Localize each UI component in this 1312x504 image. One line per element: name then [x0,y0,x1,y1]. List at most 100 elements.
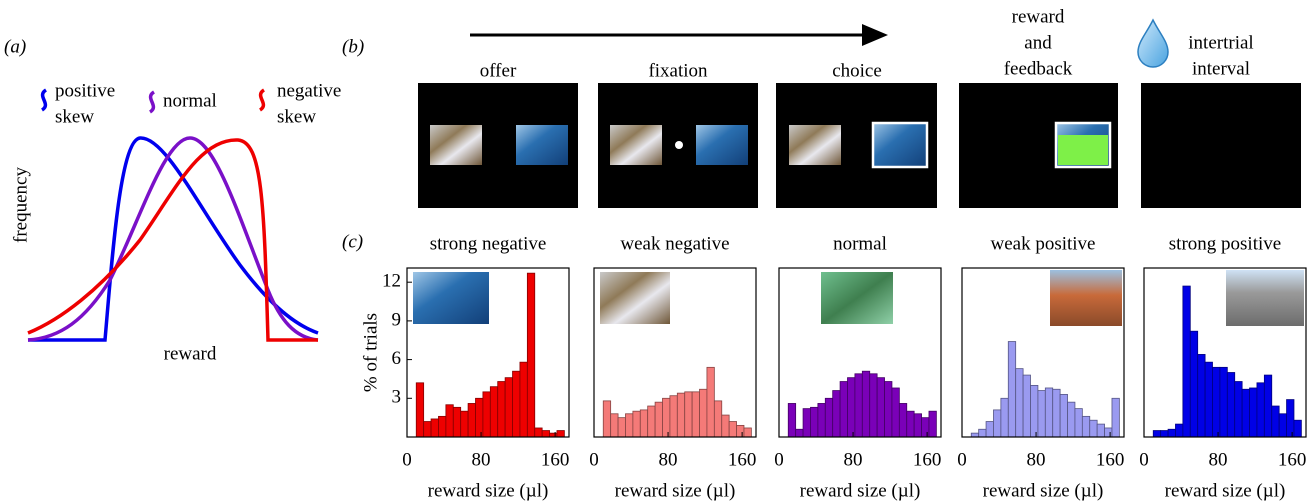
bar [1278,413,1287,438]
bar [654,401,663,438]
bar [1249,387,1258,438]
bar [854,373,863,438]
bar [1197,354,1206,438]
bar [699,388,708,438]
chart-title: strong negative [430,233,547,254]
legend-squiggle [258,88,266,112]
bar [1219,366,1228,438]
bar [1204,361,1213,438]
bar [1175,423,1184,438]
x-tick-label: 80 [844,449,863,470]
bar [610,413,619,438]
bar [423,421,432,438]
bar [847,377,856,438]
x-tick-label: 0 [1139,449,1149,470]
x-tick-label: 80 [1027,449,1046,470]
bar [467,403,476,438]
reward-bar [1058,135,1108,165]
image-chosen [871,121,929,169]
x-tick-label: 80 [1209,449,1228,470]
bar [1052,388,1061,438]
bar [1022,374,1031,438]
bar [832,390,841,438]
bar [1234,381,1243,438]
bar [985,421,994,438]
x-tick-label: 80 [659,449,678,470]
x-tick-label: 0 [402,449,412,470]
bar [504,377,513,438]
bar [802,408,811,438]
stimulus-image [1226,270,1304,326]
bar [556,430,565,438]
bar [534,427,543,438]
stimulus-image [413,272,489,324]
legend-label: skew [277,106,316,127]
bar [1189,330,1199,438]
chart-title: weak negative [620,233,729,254]
bar [1212,366,1221,438]
bar [1182,285,1191,438]
bar [787,403,797,438]
bar [1286,399,1295,438]
stage-label: choice [832,60,882,81]
x-axis-label: reward size (µl) [615,480,736,501]
x-axis-label: reward size (µl) [800,480,921,501]
bar [906,410,915,438]
fixation-point [675,141,683,149]
stimulus-image [600,272,670,324]
bar [1059,394,1068,438]
panel-label: (b) [342,36,364,57]
bar [817,403,826,438]
bar [617,417,626,438]
bar [839,381,848,438]
bar [1067,401,1076,438]
screen [1141,83,1301,208]
arrow-head [862,24,888,46]
chart-title: normal [833,233,887,254]
x-tick-label: 160 [728,449,757,470]
bar [519,361,528,438]
x-axis-label: reward [164,343,217,364]
bar [810,406,819,438]
stage-label: fixation [648,60,708,81]
plot-frame [778,267,942,438]
bar [1111,397,1120,438]
bar [430,418,439,438]
bar [1226,372,1236,438]
bar [438,415,447,438]
x-axis-label: reward size (µl) [1165,480,1286,501]
bar [728,421,737,438]
bar [415,382,425,438]
bar [475,397,484,438]
curve-normal [27,136,319,342]
bar [512,370,521,438]
x-tick-label: 80 [472,449,491,470]
bar [736,424,745,438]
bar [869,373,878,438]
bar [1104,427,1113,438]
plot-frame [593,267,757,438]
bar [1096,423,1105,438]
curve-negative-skew [27,138,318,342]
panel-label: (a) [4,36,26,57]
bar [898,403,908,438]
bar [743,427,752,438]
bar [452,406,462,438]
image-option [789,125,841,165]
bar [1030,384,1039,438]
bar [876,377,885,438]
stimulus-image [1050,270,1122,326]
chart-title: weak positive [990,233,1095,254]
plot-frame [961,267,1125,438]
x-tick-label: 160 [1278,449,1307,470]
bar [861,370,871,438]
bar [647,405,656,438]
bar [993,409,1002,438]
bar [526,272,536,438]
chart-title: strong positive [1169,233,1281,254]
bar [632,410,641,438]
stage-label: offer [480,60,517,81]
bar [684,391,693,438]
legend-squiggle [148,90,156,114]
bar [1160,430,1169,438]
